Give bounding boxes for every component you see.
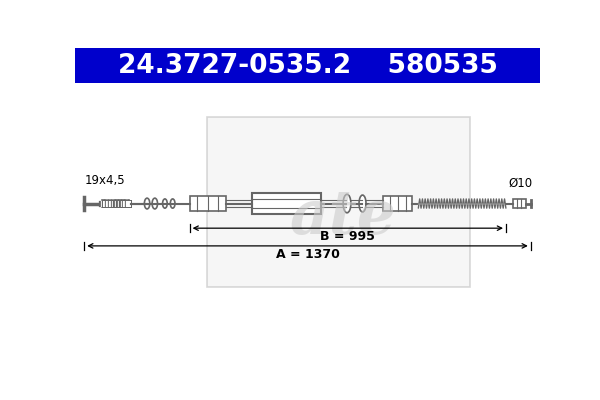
- Bar: [513, 199, 526, 208]
- Text: B = 995: B = 995: [320, 230, 375, 244]
- Ellipse shape: [163, 199, 167, 208]
- Text: A = 1370: A = 1370: [275, 248, 340, 261]
- Ellipse shape: [359, 195, 366, 212]
- Bar: [207, 117, 470, 287]
- Ellipse shape: [152, 198, 158, 209]
- Text: 24.3727-0535.2    580535: 24.3727-0535.2 580535: [118, 53, 497, 79]
- Ellipse shape: [145, 198, 150, 209]
- Ellipse shape: [343, 194, 351, 213]
- Ellipse shape: [170, 199, 175, 208]
- Bar: [383, 196, 412, 211]
- Bar: [75, 48, 540, 84]
- Bar: [252, 193, 322, 214]
- Bar: [190, 196, 226, 211]
- Text: 19x4,5: 19x4,5: [84, 174, 125, 186]
- Text: ate: ate: [289, 187, 396, 247]
- Text: Ø10: Ø10: [508, 177, 532, 190]
